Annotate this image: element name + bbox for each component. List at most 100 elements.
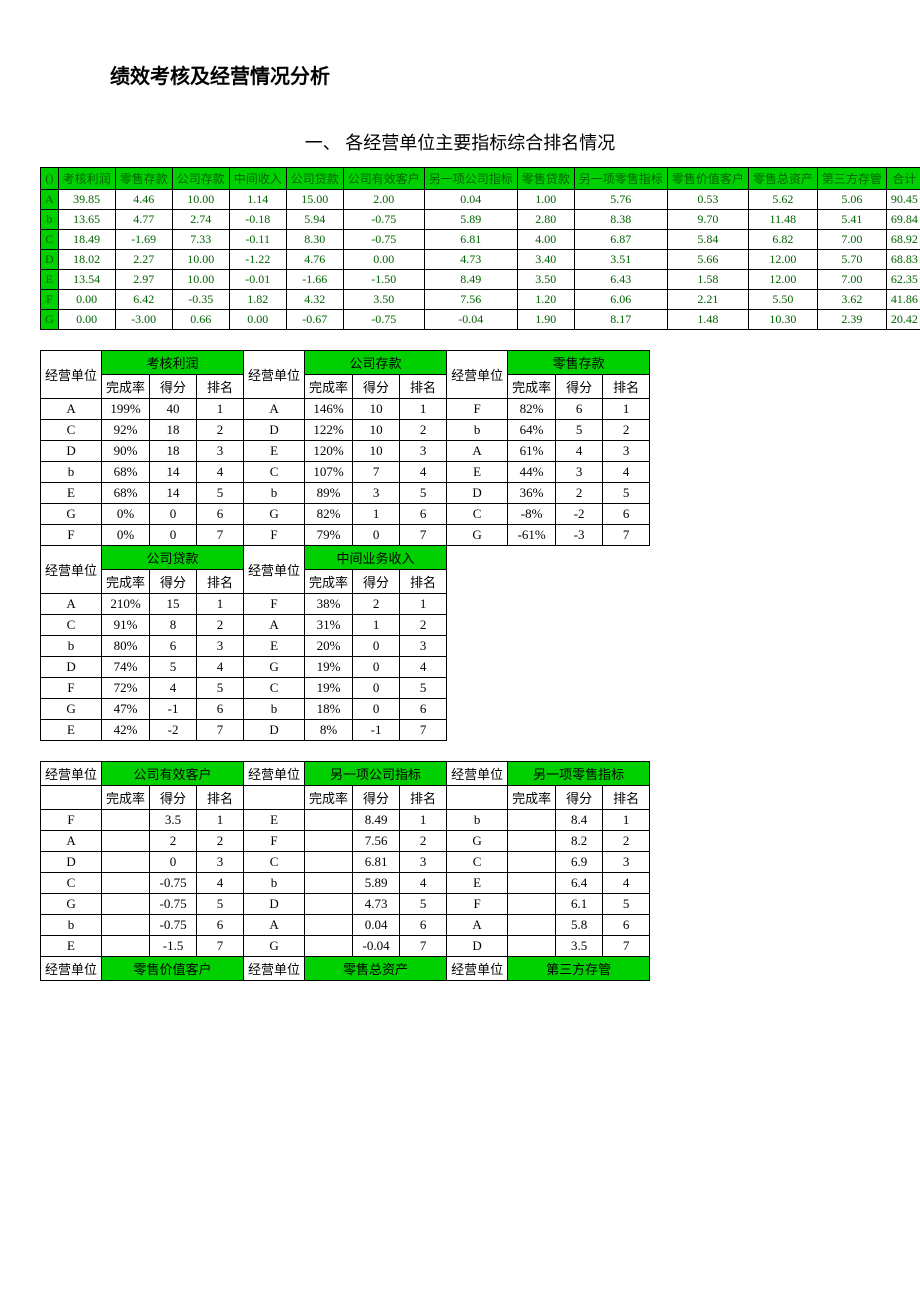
data-cell: 82% <box>305 504 353 525</box>
data-cell: 7 <box>197 720 244 741</box>
data-cell: 7 <box>400 720 447 741</box>
data-cell: b <box>41 915 102 936</box>
data-cell: E <box>244 636 305 657</box>
data-cell: 6 <box>400 915 447 936</box>
summary-cell: 10.30 <box>748 310 817 330</box>
data-cell: -0.04 <box>353 936 400 957</box>
data-cell: 5.89 <box>353 873 400 894</box>
summary-cell: -0.01 <box>229 270 286 290</box>
summary-cell: -0.75 <box>343 230 424 250</box>
data-cell <box>508 852 556 873</box>
data-cell: 3 <box>400 636 447 657</box>
sub-header: 完成率 <box>102 786 150 810</box>
summary-cell: -0.75 <box>343 310 424 330</box>
data-cell: 14 <box>150 462 197 483</box>
data-cell: 2 <box>197 615 244 636</box>
data-cell: -2 <box>150 720 197 741</box>
data-cell <box>305 894 353 915</box>
data-cell: 4 <box>150 678 197 699</box>
data-cell <box>102 810 150 831</box>
data-cell: -0.75 <box>150 915 197 936</box>
summary-cell: -0.11 <box>229 230 286 250</box>
sub-header: 完成率 <box>305 375 353 399</box>
data-cell: C <box>447 504 508 525</box>
data-cell <box>102 873 150 894</box>
data-cell: 1 <box>197 810 244 831</box>
sub-header: 完成率 <box>305 786 353 810</box>
summary-header: 公司存款 <box>172 168 229 190</box>
data-cell: -1 <box>353 720 400 741</box>
sub-header: 排名 <box>400 786 447 810</box>
summary-cell: -1.69 <box>115 230 172 250</box>
data-cell: 0 <box>150 852 197 873</box>
summary-cell: -0.75 <box>343 210 424 230</box>
summary-header: 第三方存管 <box>817 168 886 190</box>
summary-cell: 5.06 <box>817 190 886 210</box>
summary-cell: C <box>41 230 59 250</box>
data-cell: 3 <box>400 852 447 873</box>
unit-header: 经营单位 <box>41 546 102 594</box>
data-cell: 4.73 <box>353 894 400 915</box>
data-cell: -2 <box>556 504 603 525</box>
data-cell: 10 <box>353 441 400 462</box>
summary-cell: 0.00 <box>58 310 115 330</box>
summary-cell: 12.00 <box>748 250 817 270</box>
summary-cell: 69.84 <box>886 210 920 230</box>
data-cell: 82% <box>508 399 556 420</box>
data-cell: E <box>244 810 305 831</box>
summary-cell: A <box>41 190 59 210</box>
data-cell: 8.4 <box>556 810 603 831</box>
data-cell: 80% <box>102 636 150 657</box>
summary-cell: -0.67 <box>286 310 343 330</box>
data-cell <box>305 810 353 831</box>
data-cell: 2 <box>150 831 197 852</box>
data-cell: E <box>41 936 102 957</box>
summary-cell: 7.00 <box>817 230 886 250</box>
summary-cell: -0.04 <box>424 310 517 330</box>
summary-cell: -0.35 <box>172 290 229 310</box>
data-cell: G <box>244 936 305 957</box>
sub-header: 得分 <box>556 786 603 810</box>
data-cell: 2 <box>556 483 603 504</box>
summary-cell: 5.70 <box>817 250 886 270</box>
data-cell: 6 <box>603 915 650 936</box>
data-cell: 64% <box>508 420 556 441</box>
summary-cell: 1.58 <box>667 270 748 290</box>
empty-cell <box>41 786 102 810</box>
data-cell: 42% <box>102 720 150 741</box>
summary-cell: 18.02 <box>58 250 115 270</box>
sub-header: 得分 <box>556 375 603 399</box>
data-cell: C <box>41 873 102 894</box>
data-cell: -8% <box>508 504 556 525</box>
data-cell: 2 <box>603 831 650 852</box>
data-cell <box>305 915 353 936</box>
data-cell: 5 <box>400 483 447 504</box>
data-cell: C <box>41 615 102 636</box>
summary-cell: 1.20 <box>517 290 574 310</box>
unit-header: 经营单位 <box>41 957 102 981</box>
data-cell: 6 <box>400 504 447 525</box>
data-cell: 18 <box>150 420 197 441</box>
data-cell: b <box>41 462 102 483</box>
summary-cell: 5.84 <box>667 230 748 250</box>
data-cell: C <box>447 852 508 873</box>
data-cell: 4 <box>603 873 650 894</box>
data-cell: 2 <box>197 831 244 852</box>
data-cell: 7 <box>353 462 400 483</box>
summary-cell: 3.50 <box>343 290 424 310</box>
data-cell: G <box>447 525 508 546</box>
summary-cell: 3.40 <box>517 250 574 270</box>
data-cell: 10 <box>353 399 400 420</box>
data-cell <box>102 831 150 852</box>
data-cell: b <box>244 699 305 720</box>
data-cell: E <box>41 483 102 504</box>
data-cell: A <box>447 915 508 936</box>
summary-cell: 4.46 <box>115 190 172 210</box>
data-cell: G <box>244 657 305 678</box>
data-cell: 31% <box>305 615 353 636</box>
summary-cell: 20.42 <box>886 310 920 330</box>
sub-header: 完成率 <box>102 570 150 594</box>
summary-cell: 6.43 <box>574 270 667 290</box>
data-cell <box>102 936 150 957</box>
summary-cell: 5.94 <box>286 210 343 230</box>
